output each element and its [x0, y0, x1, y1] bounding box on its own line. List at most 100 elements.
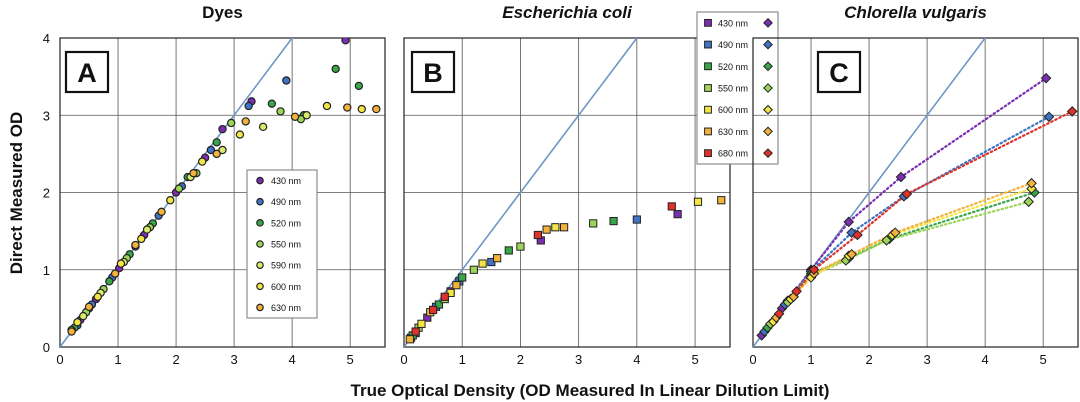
data-point — [212, 138, 221, 147]
data-point — [881, 235, 892, 246]
x-tick-label: 2 — [517, 352, 524, 367]
data-point — [354, 81, 364, 91]
data-point — [218, 124, 227, 134]
data-point — [218, 145, 227, 155]
data-area — [753, 38, 1078, 347]
data-point — [846, 227, 857, 238]
plot-frame — [752, 37, 1079, 348]
data-point — [452, 281, 461, 290]
data-point — [343, 103, 352, 112]
x-tick-label: 4 — [289, 352, 296, 367]
panel-label-box — [64, 50, 110, 94]
legend-marker — [256, 303, 264, 312]
x-tick-label: 1 — [807, 352, 814, 367]
legend-marker — [763, 83, 773, 93]
x-tick-label: 5 — [691, 352, 698, 367]
legend-marker — [763, 126, 773, 137]
y-tick-label: 2 — [43, 186, 50, 201]
data-point — [791, 286, 802, 297]
data-point — [290, 112, 300, 121]
data-point — [84, 302, 94, 312]
data-point — [341, 38, 350, 45]
data-point — [551, 223, 560, 232]
data-point — [372, 104, 381, 114]
panel-c: 0 1 2 3 4 5 Chlorella vulgaris C — [749, 3, 1079, 367]
x-tick-label: 0 — [56, 352, 63, 367]
legend-marker — [763, 104, 773, 115]
legend-marker — [763, 39, 773, 50]
legend-marker — [704, 149, 712, 158]
y-tick-label: 3 — [43, 108, 50, 123]
data-point — [331, 64, 340, 74]
legend-marker — [704, 105, 712, 114]
data-point — [609, 216, 618, 226]
data-point — [405, 335, 414, 344]
x-tick-label: 3 — [230, 352, 237, 367]
legend-label: 520 nm — [271, 218, 301, 228]
data-point — [632, 215, 641, 224]
legend-label: 630 nm — [271, 303, 301, 313]
x-tick-label: 4 — [633, 352, 640, 367]
legend: 430 nm 490 nm 520 nm 550 nm 600 nm 630 nm 680 … — [696, 11, 779, 165]
data-point — [417, 319, 426, 328]
legend-label: 490 nm — [718, 40, 748, 50]
data-point — [212, 149, 221, 159]
legend-marker — [704, 127, 712, 136]
plot-frame — [403, 37, 731, 348]
data-point — [429, 305, 438, 315]
data-point — [440, 292, 449, 301]
panel-label: B — [423, 58, 443, 88]
legend-label: 590 nm — [271, 261, 301, 271]
data-point — [174, 184, 184, 193]
fit-line — [766, 191, 1036, 329]
data-point — [244, 101, 253, 111]
fit-line — [760, 77, 1048, 337]
panel-label-box — [410, 50, 456, 94]
data-point — [142, 225, 152, 234]
data-point — [411, 327, 420, 336]
data-point — [241, 117, 250, 126]
data-point — [322, 101, 332, 111]
legend-label: 430 nm — [271, 176, 301, 186]
data-point — [493, 254, 502, 263]
data-point — [773, 308, 785, 320]
legend-marker — [763, 148, 773, 159]
fit-line — [777, 110, 1074, 315]
data-point — [843, 216, 855, 228]
data-point — [157, 207, 166, 217]
panel-label-box — [816, 50, 862, 94]
data-point — [559, 223, 569, 232]
legend-label: 520 nm — [718, 62, 748, 72]
x-tick-label: 3 — [923, 352, 930, 367]
x-tick-label: 2 — [172, 352, 179, 367]
legend-label: 600 nm — [271, 282, 301, 292]
data-point — [1040, 72, 1052, 84]
data-point — [73, 318, 82, 327]
data-point — [1066, 106, 1078, 117]
panel-label: C — [829, 58, 849, 88]
data-point — [137, 234, 146, 244]
data-point — [276, 107, 285, 116]
data-point — [206, 145, 216, 155]
identity-line — [753, 38, 987, 347]
data-point — [516, 242, 525, 251]
data-point — [667, 202, 676, 211]
fit-line — [763, 115, 1051, 333]
panel-a: 0 1 2 3 4 5 0 1 2 3 4 Dyes A 430 nm 490 nm 520 nm 550 nm… — [43, 3, 386, 367]
panel-label: A — [77, 58, 97, 88]
x-tick-label: 3 — [575, 352, 582, 367]
legend-marker — [256, 197, 264, 206]
data-point — [357, 104, 366, 114]
legend-marker — [763, 61, 773, 72]
data-point — [478, 259, 487, 268]
data-point — [589, 219, 598, 228]
legend-label: 430 nm — [718, 18, 748, 28]
data-point — [1026, 177, 1037, 189]
y-tick-label: 1 — [43, 263, 50, 278]
plot-frame — [59, 37, 386, 348]
fit-line — [772, 187, 1033, 323]
legend-marker — [256, 176, 264, 185]
x-tick-label: 2 — [865, 352, 872, 367]
data-point — [1026, 183, 1037, 194]
data-point — [901, 188, 913, 200]
